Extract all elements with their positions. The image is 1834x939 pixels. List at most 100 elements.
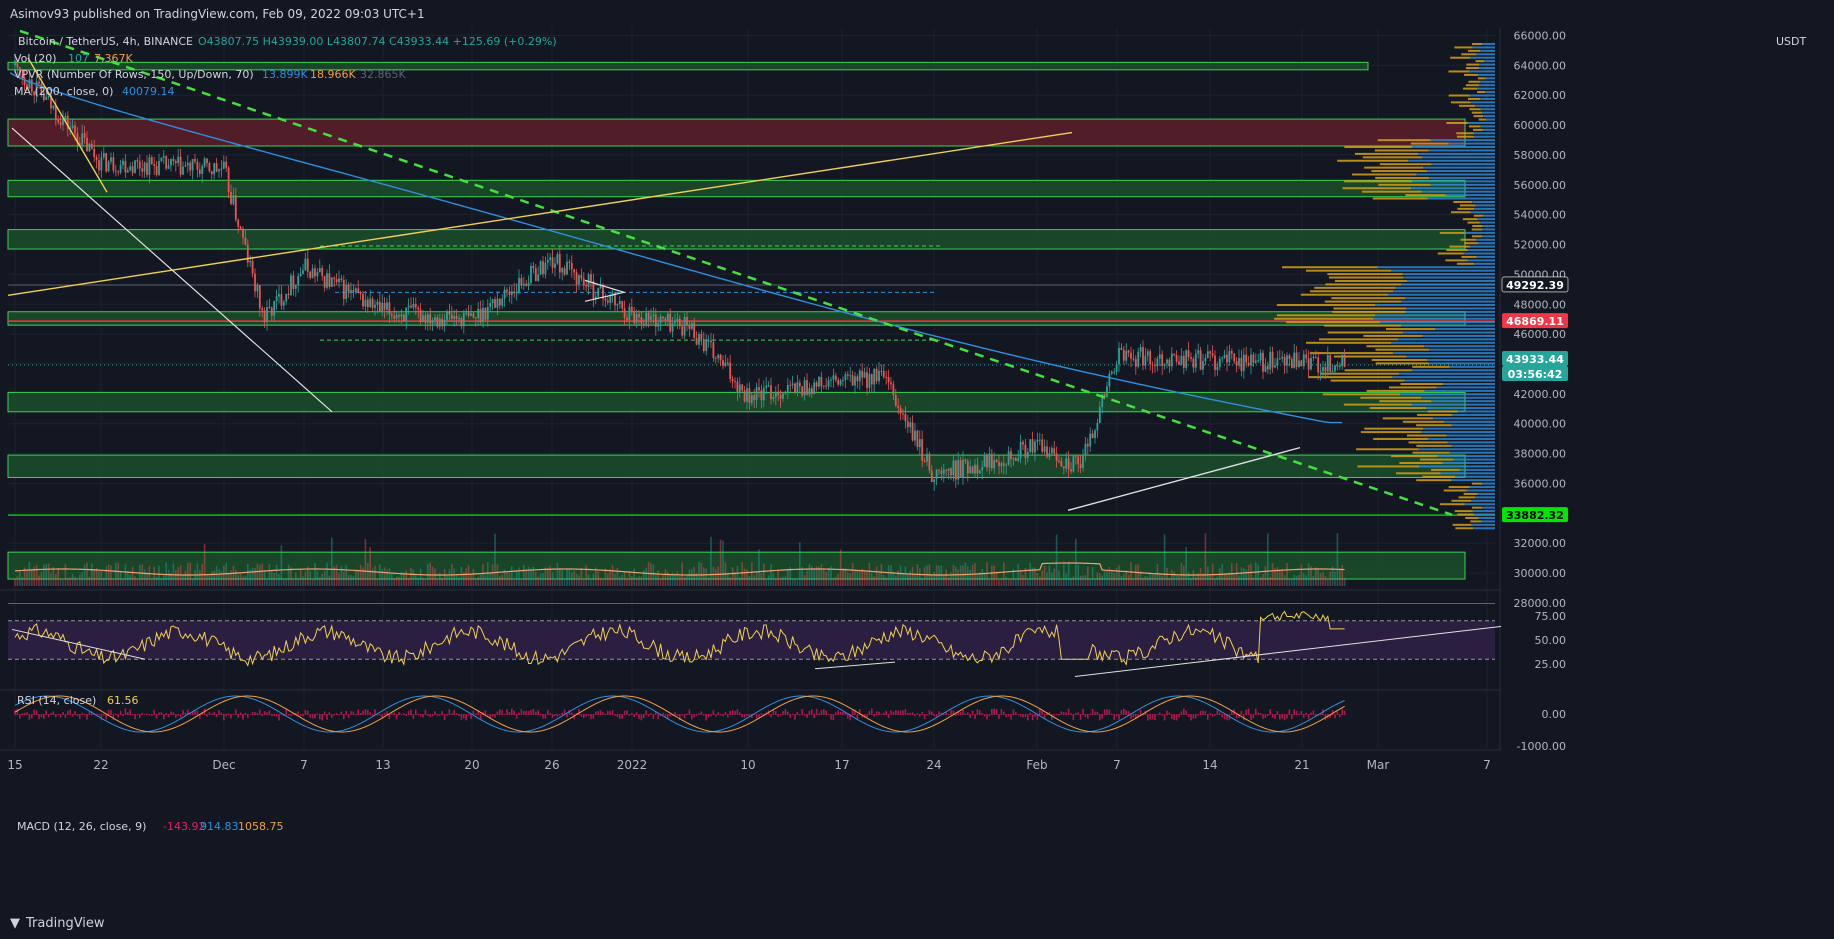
volume-bar: [628, 571, 631, 586]
candle-body: [688, 324, 691, 329]
volume-bar: [619, 576, 621, 586]
candle-body: [822, 385, 825, 387]
macd-histogram-bar: [43, 714, 45, 719]
brand[interactable]: ▼ TradingView: [10, 916, 105, 931]
macd-histogram-bar: [350, 711, 352, 715]
vpvr-bar-down: [1333, 355, 1407, 358]
volume-bar: [295, 572, 297, 586]
candle-body: [1058, 460, 1060, 462]
macd-histogram-bar: [443, 714, 446, 721]
vpvr-bar-down: [1449, 245, 1470, 248]
macd-histogram-bar: [175, 714, 177, 718]
candle-body: [666, 313, 669, 321]
candle-body: [546, 259, 549, 263]
macd-histogram-bar: [782, 711, 784, 715]
vpvr-bar-up: [1482, 235, 1495, 238]
macd-histogram-bar: [316, 713, 319, 715]
candle-body: [482, 307, 484, 323]
volume-bar: [107, 564, 110, 586]
candle-body: [357, 288, 360, 293]
volume-bar: [527, 566, 530, 586]
volume-bar: [645, 567, 647, 586]
vpvr-bar-up: [1482, 228, 1495, 231]
volume-bar: [167, 570, 170, 586]
volume-bar: [765, 578, 767, 586]
vpvr-bar-down: [1464, 73, 1478, 76]
vpvr-bar-down: [1396, 472, 1441, 475]
volume-bar: [419, 568, 422, 586]
time-tick-label: 22: [93, 758, 108, 772]
volume-bar: [844, 568, 847, 586]
candle-body: [1218, 358, 1221, 367]
macd-histogram-bar: [1007, 714, 1010, 717]
vpvr-bar-up: [1482, 506, 1495, 509]
macd-histogram-bar: [1252, 714, 1255, 719]
macd-histogram-bar: [302, 714, 304, 717]
macd-histogram-bar: [1019, 714, 1022, 717]
volume-bar: [695, 572, 698, 586]
macd-histogram-bar: [261, 714, 263, 717]
volume-bar: [705, 568, 707, 586]
vpvr-bar-down: [1456, 262, 1475, 265]
vpvr-bar-up: [1412, 369, 1495, 372]
candle-body: [664, 318, 667, 321]
macd-histogram-bar: [851, 710, 854, 715]
candle-body: [741, 384, 744, 391]
macd-histogram-bar: [837, 710, 839, 715]
macd-histogram-bar: [607, 710, 609, 715]
volume-bar: [897, 570, 899, 586]
volume-bar: [465, 568, 467, 586]
macd-histogram-bar: [256, 713, 259, 715]
candle-body: [743, 390, 746, 402]
vpvr-bar-up: [1470, 101, 1495, 104]
macd-histogram-bar: [259, 709, 261, 715]
vpvr-bar-down: [1412, 365, 1450, 368]
volume-bar: [275, 564, 278, 586]
candle-body: [304, 258, 307, 271]
volume-bar: [371, 568, 374, 586]
candle-body: [674, 321, 676, 324]
volume-bar: [667, 571, 669, 586]
candle-body: [671, 323, 674, 332]
macd-histogram-bar: [1082, 708, 1084, 715]
macd-histogram-bar: [287, 714, 290, 716]
volume-bar: [1240, 567, 1243, 586]
volume-bar: [489, 573, 491, 586]
candle-body: [1034, 441, 1036, 453]
volume-bar: [1283, 575, 1286, 586]
vpvr-bar-up: [1453, 458, 1495, 461]
macd-histogram-bar: [117, 714, 119, 718]
volume-bar: [1231, 563, 1233, 586]
macd-histogram-bar: [19, 714, 21, 719]
candle-body: [450, 314, 453, 319]
macd-histogram-bar: [902, 710, 904, 715]
volume-bar: [719, 539, 722, 586]
candle-body: [1223, 354, 1226, 358]
macd-histogram-bar: [1171, 714, 1173, 719]
macd-histogram-bar: [729, 711, 731, 715]
volume-bar: [1319, 572, 1322, 586]
vpvr-bar-up: [1477, 218, 1495, 221]
volume-bar: [950, 572, 952, 586]
candle-body: [602, 284, 604, 299]
vpvr-bar-down: [1455, 527, 1474, 530]
macd-histogram-bar: [105, 714, 107, 720]
candle-body: [587, 274, 590, 287]
candle-body: [1170, 353, 1173, 367]
macd-histogram-bar: [47, 714, 50, 718]
volume-bar: [907, 573, 909, 586]
macd-histogram-bar: [772, 709, 775, 715]
price-chart[interactable]: 64000.0062000.0060000.0058000.0056000.00…: [0, 28, 1834, 910]
vpvr-bar-down: [1463, 87, 1478, 90]
vpvr-bar-up: [1472, 510, 1495, 513]
candle-body: [1180, 355, 1183, 365]
macd-histogram-bar: [976, 709, 979, 715]
currency-label: USDT: [1776, 35, 1807, 48]
volume-bar: [815, 565, 818, 586]
macd-histogram-bar: [679, 714, 681, 720]
volume-bar: [239, 573, 242, 586]
macd-histogram-bar: [1209, 713, 1211, 715]
volume-bar: [1094, 579, 1096, 586]
volume-bar: [117, 562, 119, 586]
vpvr-bar-down: [1457, 513, 1475, 516]
